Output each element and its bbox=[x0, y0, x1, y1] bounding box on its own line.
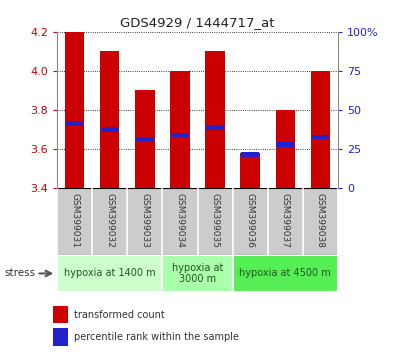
Bar bbox=[276, 142, 294, 147]
Bar bbox=[241, 152, 259, 157]
Bar bbox=[101, 127, 118, 132]
Text: hypoxia at 1400 m: hypoxia at 1400 m bbox=[64, 268, 156, 279]
Bar bbox=[100, 51, 120, 188]
Text: GSM399036: GSM399036 bbox=[246, 193, 255, 248]
Bar bbox=[53, 328, 68, 346]
Bar bbox=[136, 137, 154, 141]
Bar bbox=[205, 51, 225, 188]
Text: GSM399034: GSM399034 bbox=[175, 193, 184, 248]
Text: percentile rank within the sample: percentile rank within the sample bbox=[74, 332, 239, 342]
Bar bbox=[66, 121, 83, 126]
Bar bbox=[171, 133, 189, 137]
Bar bbox=[65, 32, 85, 188]
Text: stress: stress bbox=[4, 268, 35, 279]
Text: GSM399031: GSM399031 bbox=[70, 193, 79, 248]
Bar bbox=[57, 255, 162, 292]
Title: GDS4929 / 1444717_at: GDS4929 / 1444717_at bbox=[120, 16, 275, 29]
Bar bbox=[275, 110, 295, 188]
Text: GSM399032: GSM399032 bbox=[105, 193, 115, 248]
Text: GSM399033: GSM399033 bbox=[140, 193, 149, 248]
Text: GSM399037: GSM399037 bbox=[280, 193, 290, 248]
Text: GSM399038: GSM399038 bbox=[316, 193, 325, 248]
Bar bbox=[233, 255, 338, 292]
Bar bbox=[162, 255, 233, 292]
Bar bbox=[312, 135, 329, 139]
Bar bbox=[310, 71, 330, 188]
Text: GSM399035: GSM399035 bbox=[211, 193, 220, 248]
Bar bbox=[135, 90, 154, 188]
Bar bbox=[53, 306, 68, 323]
Text: hypoxia at 4500 m: hypoxia at 4500 m bbox=[239, 268, 331, 279]
Bar bbox=[170, 71, 190, 188]
Bar bbox=[241, 153, 260, 188]
Text: transformed count: transformed count bbox=[74, 310, 165, 320]
Text: hypoxia at
3000 m: hypoxia at 3000 m bbox=[172, 263, 223, 284]
Bar bbox=[206, 125, 224, 130]
